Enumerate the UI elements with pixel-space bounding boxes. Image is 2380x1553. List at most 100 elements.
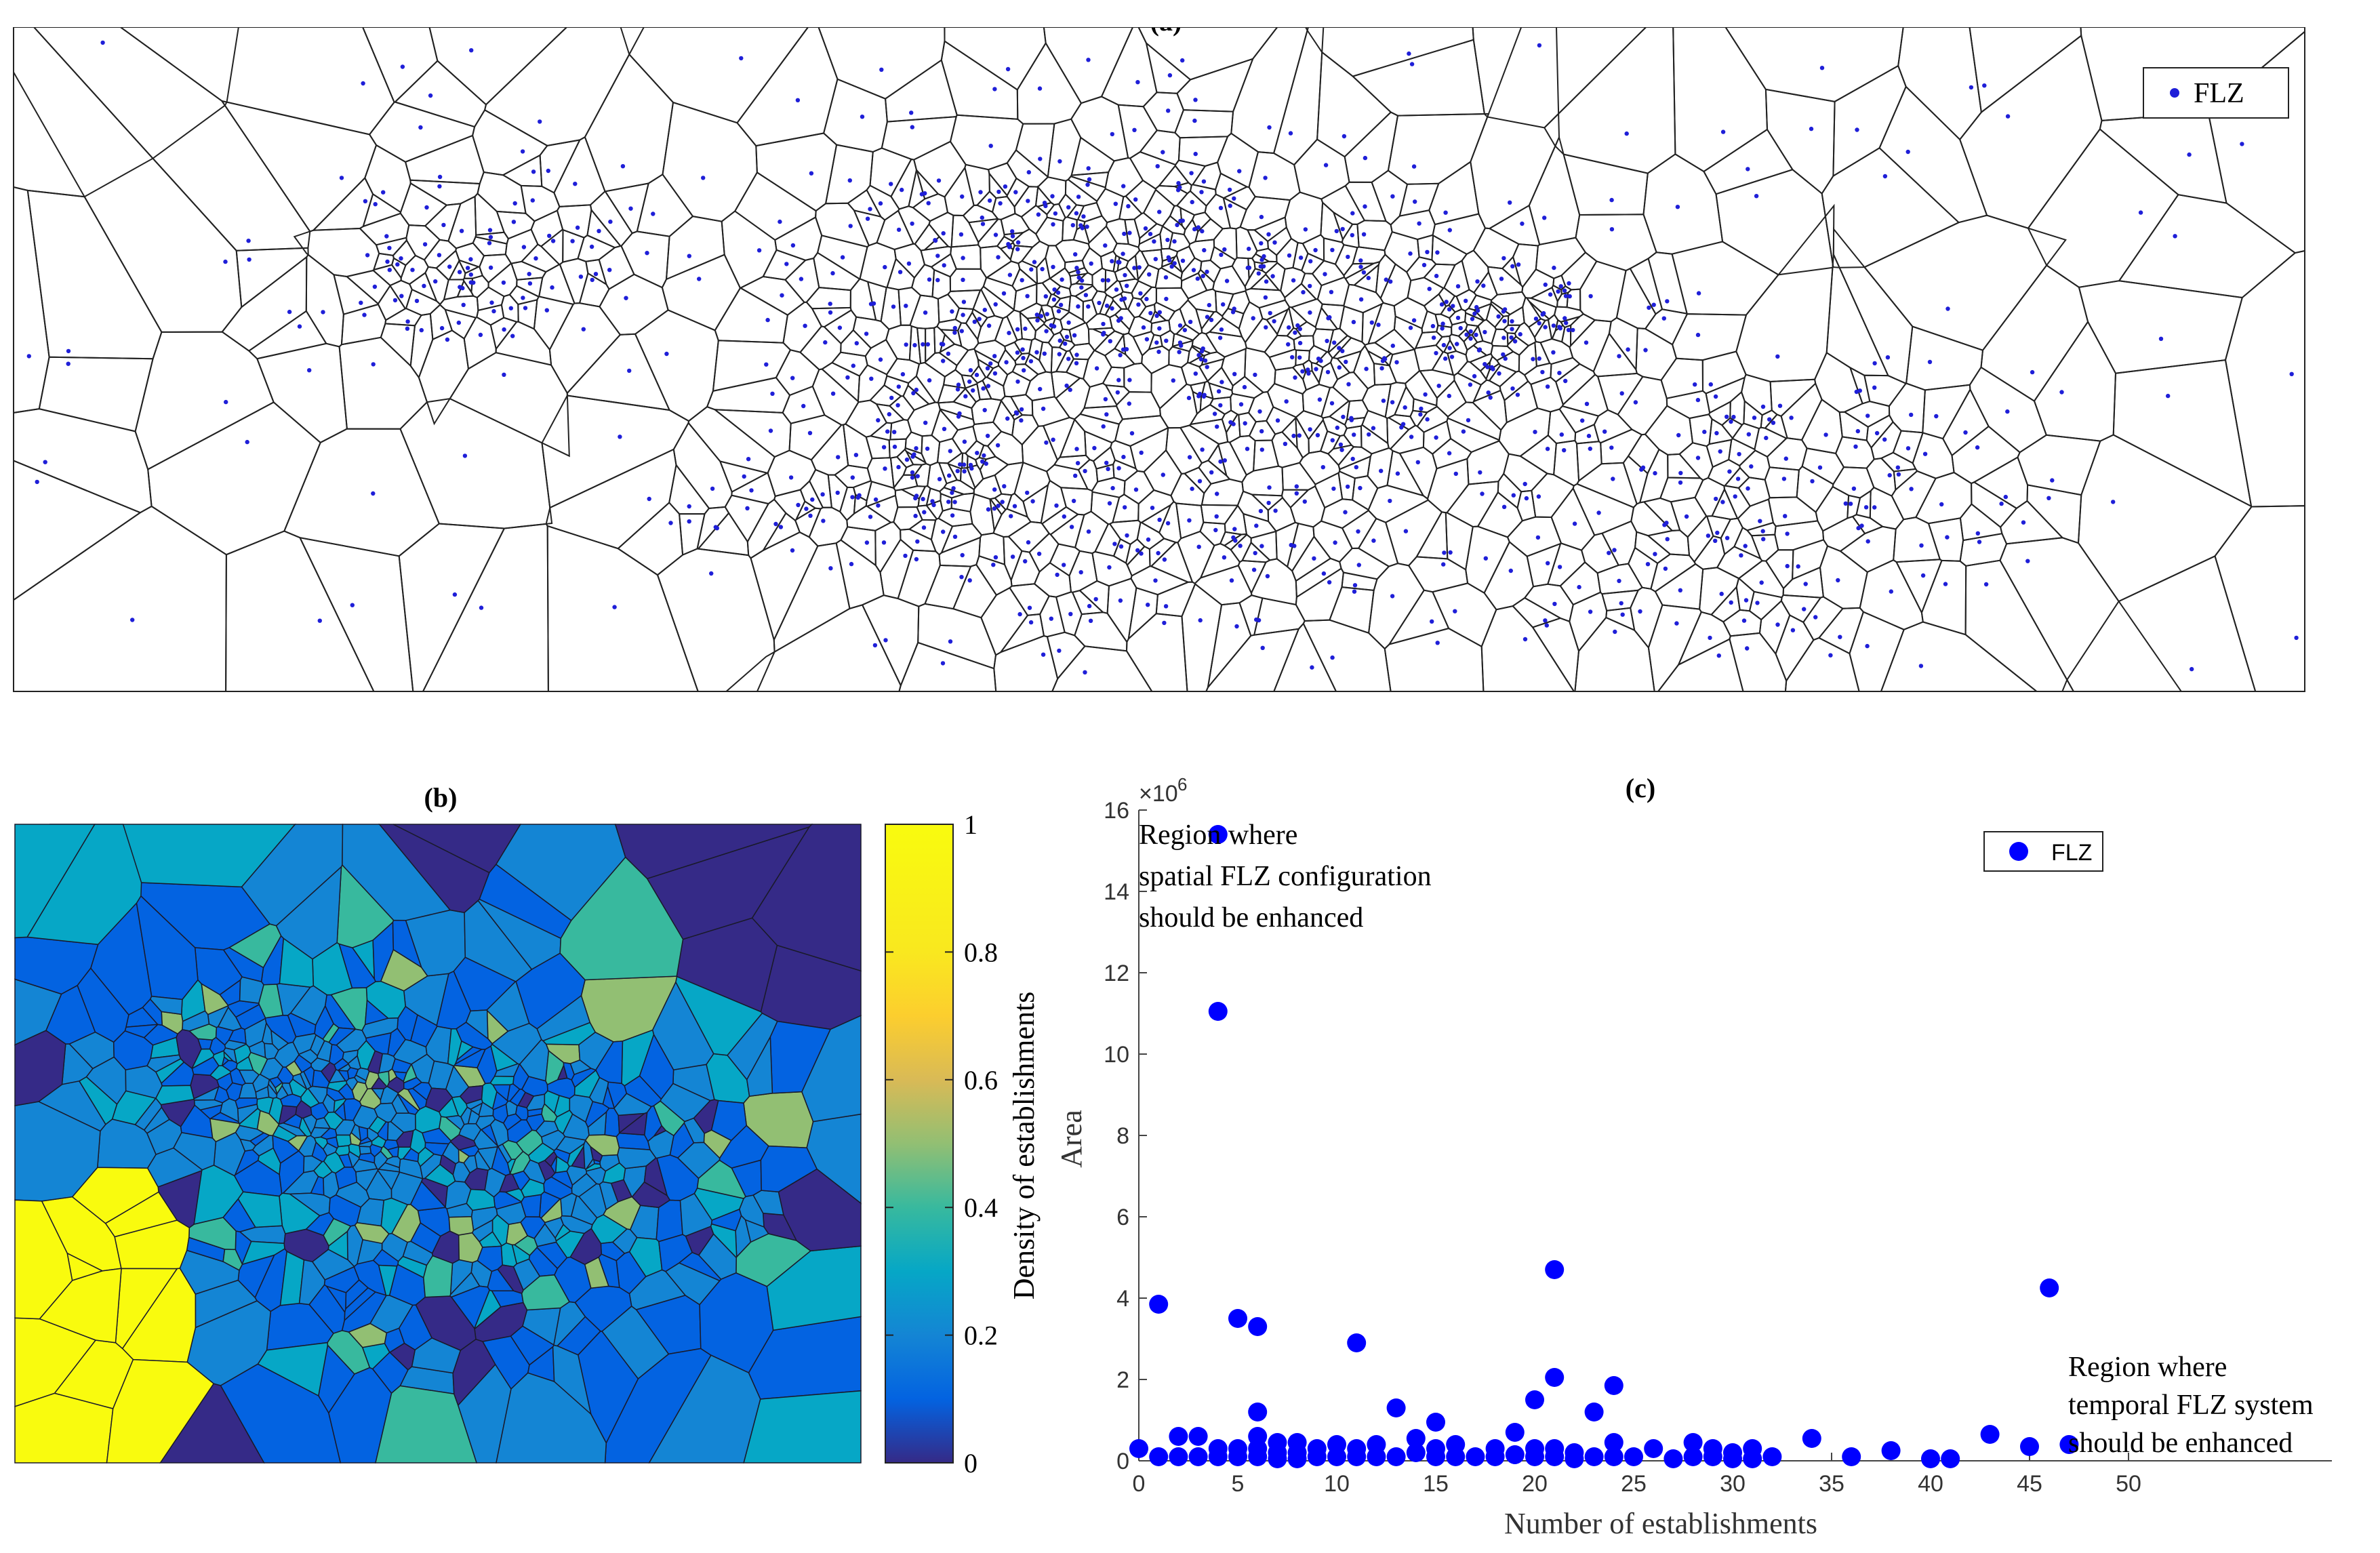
flz-point (1435, 250, 1440, 255)
flz-point (1331, 486, 1336, 491)
flz-point (1083, 670, 1087, 674)
flz-point (645, 251, 649, 256)
density-cell (201, 982, 229, 1015)
flz-point (1922, 451, 1928, 456)
flz-point (1230, 310, 1236, 315)
flz-point (933, 238, 938, 243)
flz-point (773, 521, 778, 527)
x-tick-label: 20 (1522, 1471, 1548, 1497)
flz-point (1294, 491, 1299, 496)
flz-point (1695, 456, 1701, 460)
flz-point (1051, 222, 1055, 227)
flz-point (1760, 529, 1765, 533)
flz-point (387, 245, 392, 250)
scatter-point (1228, 1447, 1247, 1466)
flz-point (1559, 432, 1564, 437)
flz-point (1714, 430, 1719, 436)
flz-point (960, 552, 965, 558)
flz-point (1586, 433, 1592, 439)
flz-point (372, 284, 378, 289)
flz-point (223, 259, 228, 264)
flz-point (1139, 551, 1144, 556)
flz-point (1466, 418, 1471, 423)
flz-point (881, 540, 887, 545)
flz-point (1333, 540, 1337, 545)
scatter-point (1921, 1449, 1940, 1468)
flz-point (1725, 536, 1730, 540)
flz-point (1118, 598, 1123, 603)
panel-a-voronoi-edges (0, 0, 2380, 692)
flz-point (1193, 98, 1198, 102)
flz-point (1510, 386, 1515, 391)
flz-point (399, 256, 403, 261)
flz-point (1358, 264, 1363, 269)
flz-point (993, 302, 998, 307)
flz-point (1040, 266, 1045, 272)
flz-point (1190, 486, 1194, 491)
flz-point (1535, 535, 1541, 540)
flz-point (1125, 283, 1129, 288)
annotation-temporal-line-3: should be enhanced (2068, 1428, 2293, 1459)
flz-point (904, 457, 910, 462)
flz-point (1232, 196, 1236, 201)
flz-point (1010, 229, 1015, 234)
flz-point (428, 93, 433, 98)
flz-point (1434, 350, 1438, 356)
flz-point (1217, 336, 1223, 340)
flz-point (1257, 409, 1262, 414)
flz-point (1785, 531, 1790, 536)
flz-point (1177, 323, 1183, 328)
flz-point (1132, 127, 1137, 132)
flz-point (837, 325, 843, 330)
flz-point (896, 227, 902, 233)
flz-point (1325, 338, 1329, 344)
flz-point (1419, 406, 1424, 411)
flz-point (988, 361, 993, 366)
flz-point (1542, 216, 1547, 220)
flz-point (923, 420, 928, 425)
flz-point (1209, 470, 1214, 475)
flz-point (1150, 506, 1155, 510)
flz-point (876, 418, 881, 423)
scatter-point (1208, 825, 1228, 844)
flz-point (439, 325, 445, 331)
flz-point (942, 263, 946, 268)
flz-point (1268, 310, 1272, 316)
flz-point (1115, 390, 1121, 395)
flz-point (2005, 409, 2010, 414)
flz-point (1563, 294, 1569, 298)
flz-point (1080, 226, 1085, 230)
flz-point (620, 164, 626, 169)
flz-point (1163, 275, 1169, 280)
flz-point (883, 638, 888, 643)
flz-point (796, 502, 801, 508)
flz-point (1162, 557, 1167, 562)
flz-point (1172, 239, 1177, 244)
density-cell (710, 1208, 742, 1232)
flz-point (845, 375, 850, 380)
flz-point (520, 149, 525, 154)
flz-point (1790, 628, 1796, 632)
flz-point (1051, 264, 1055, 269)
flz-point (1157, 517, 1162, 522)
flz-point (1051, 297, 1057, 302)
density-cell (311, 1141, 328, 1163)
flz-point (1076, 195, 1081, 199)
flz-point (836, 455, 841, 460)
flz-point (1441, 562, 1446, 567)
flz-point (1719, 591, 1724, 597)
flz-point (1038, 386, 1043, 392)
flz-point (1442, 550, 1447, 555)
density-cell (350, 1123, 362, 1142)
flz-point (1072, 333, 1077, 338)
flz-point (823, 340, 828, 345)
flz-point (1092, 445, 1097, 451)
flz-point (1074, 211, 1079, 216)
flz-point (1781, 477, 1787, 481)
flz-point (889, 182, 893, 186)
flz-point (982, 407, 987, 413)
flz-point (879, 67, 884, 73)
flz-point (1097, 300, 1102, 306)
colorbar-tick-label: 0.2 (964, 1320, 998, 1351)
scatter-point (1485, 1447, 1505, 1466)
